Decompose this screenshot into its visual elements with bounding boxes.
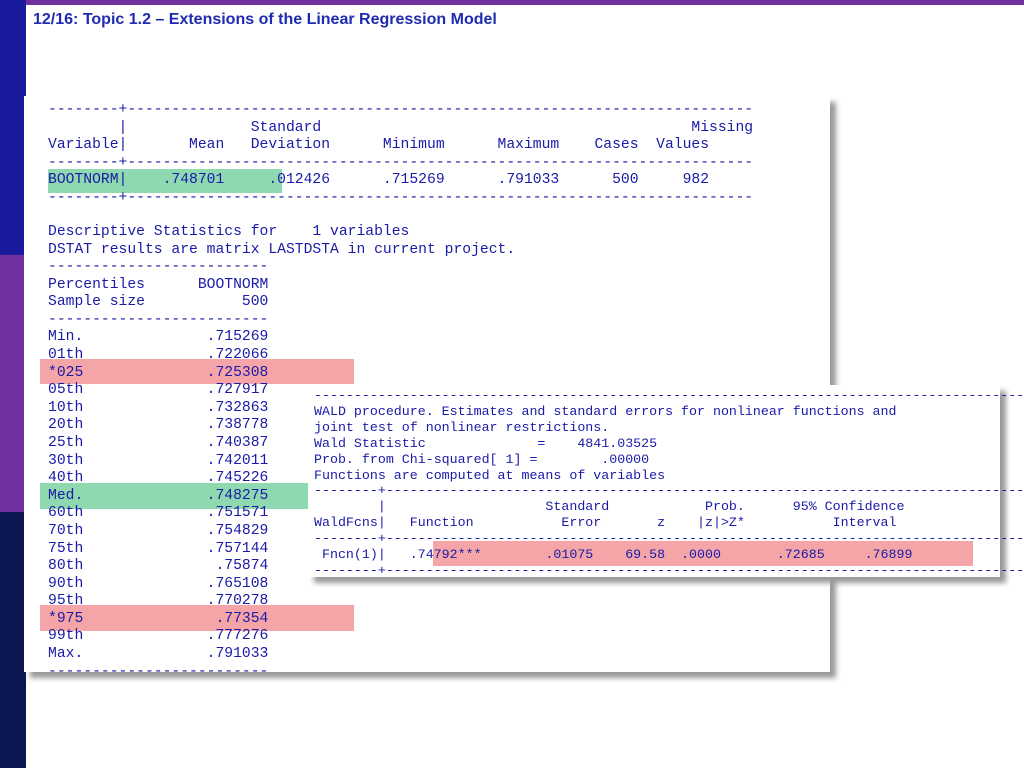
percentile-row: Max. .791033 (48, 646, 269, 663)
slide-title: 12/16: Topic 1.2 – Extensions of the Lin… (33, 11, 497, 28)
table-line: BOOTNORM| .748701 .012426 .715269 .79103… (48, 172, 710, 189)
wald-line: WALD procedure. Estimates and standard e… (314, 403, 897, 419)
highlight-bootnorm-mean (48, 169, 282, 193)
percentile-row: 70th .754829 (48, 522, 269, 539)
percentile-header-line: ------------------------- (48, 311, 269, 328)
info-line: Descriptive Statistics for 1 variables (48, 224, 410, 240)
percentile-row: 20th .738778 (48, 417, 269, 434)
side-accent-bar-bottom (0, 512, 26, 768)
percentile-row: 75th .757144 (48, 540, 269, 557)
highlight-025-percentile (40, 359, 354, 384)
wald-line: ----------------------------------------… (314, 388, 1024, 403)
dstat-info-text: Descriptive Statistics for 1 variables DS… (48, 224, 515, 259)
percentile-row: 95th .770278 (48, 593, 269, 610)
percentile-row: ------------------------- (48, 663, 269, 680)
highlight-median (40, 483, 308, 509)
percentile-row: 80th .75874 (48, 558, 269, 575)
dstat-summary-table: --------+-------------------------------… (48, 102, 753, 208)
wald-line: Wald Statistic = 4841.03525 (314, 435, 658, 451)
wald-line: | Standard Prob. 95% Confidence (314, 499, 905, 515)
wald-line: Functions are computed at means of varia… (314, 467, 666, 483)
percentile-row: 05th .727917 (48, 382, 269, 399)
percentile-row: 40th .745226 (48, 470, 269, 487)
wald-line: joint test of nonlinear restrictions. (314, 419, 610, 435)
wald-line: --------+-------------------------------… (314, 531, 1024, 547)
table-line: --------+-------------------------------… (48, 102, 754, 118)
highlight-wald-function-row (433, 541, 973, 566)
percentile-header-line: ------------------------- (48, 259, 269, 275)
percentile-row: 99th .777276 (48, 628, 269, 645)
percentile-row: 60th .751571 (48, 505, 269, 522)
side-accent-bar-top (0, 0, 26, 255)
percentile-row: 25th .740387 (48, 434, 269, 451)
percentile-row: 10th .732863 (48, 399, 269, 416)
wald-output-text: ----------------------------------------… (314, 388, 1024, 579)
wald-line: --------+-------------------------------… (314, 562, 1024, 578)
percentiles-table: ------------------------- Percentiles BOO… (48, 259, 268, 681)
table-line: --------+-------------------------------… (48, 189, 754, 206)
percentile-row: Min. .715269 (48, 329, 269, 346)
percentile-row: 30th .742011 (48, 452, 269, 469)
percentile-row: *025 .725308 (48, 364, 269, 381)
percentile-header-line: Percentiles BOOTNORM (48, 276, 269, 293)
info-line: DSTAT results are matrix LASTDSTA in cur… (48, 241, 516, 258)
side-accent-bar-middle (0, 255, 26, 512)
table-line: Variable| Mean Deviation Minimum Maximum… (48, 137, 710, 154)
percentile-header-line: Sample size 500 (48, 294, 269, 311)
table-line: | Standard Missing (48, 119, 754, 136)
wald-line: Prob. from Chi-squared[ 1] = .00000 (314, 451, 650, 467)
percentile-row: 90th .765108 (48, 575, 269, 592)
percentile-row: 01th .722066 (48, 346, 269, 363)
wald-line: Fncn(1)| .74792*** .01075 69.58 .0000 .7… (314, 547, 913, 563)
wald-line: --------+-------------------------------… (314, 483, 1024, 499)
percentile-row: *975 .77354 (48, 610, 269, 627)
highlight-975-percentile (40, 605, 354, 631)
top-accent-bar (0, 0, 1024, 5)
percentile-row: Med. .748275 (48, 487, 269, 504)
wald-line: WaldFcns| Function Error z |z|>Z* Interv… (314, 515, 897, 531)
table-line: --------+-------------------------------… (48, 154, 754, 171)
